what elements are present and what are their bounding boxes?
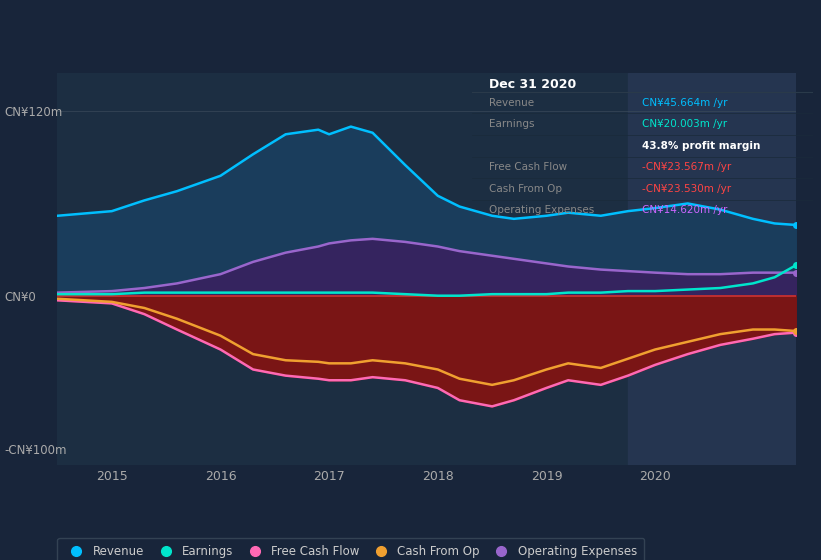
Text: Earnings: Earnings — [489, 119, 534, 129]
Text: -CN¥23.530m /yr: -CN¥23.530m /yr — [643, 184, 732, 194]
Text: Operating Expenses: Operating Expenses — [489, 206, 594, 216]
Text: CN¥45.664m /yr: CN¥45.664m /yr — [643, 97, 728, 108]
Bar — [628, 73, 796, 465]
Text: Revenue: Revenue — [489, 97, 534, 108]
Text: CN¥20.003m /yr: CN¥20.003m /yr — [643, 119, 727, 129]
Text: Dec 31 2020: Dec 31 2020 — [489, 78, 576, 91]
Text: CN¥14.620m /yr: CN¥14.620m /yr — [643, 206, 727, 216]
Text: -CN¥23.567m /yr: -CN¥23.567m /yr — [643, 162, 732, 172]
Text: Free Cash Flow: Free Cash Flow — [489, 162, 567, 172]
Text: 43.8% profit margin: 43.8% profit margin — [643, 141, 761, 151]
Text: Cash From Op: Cash From Op — [489, 184, 562, 194]
Legend: Revenue, Earnings, Free Cash Flow, Cash From Op, Operating Expenses: Revenue, Earnings, Free Cash Flow, Cash … — [57, 538, 644, 560]
